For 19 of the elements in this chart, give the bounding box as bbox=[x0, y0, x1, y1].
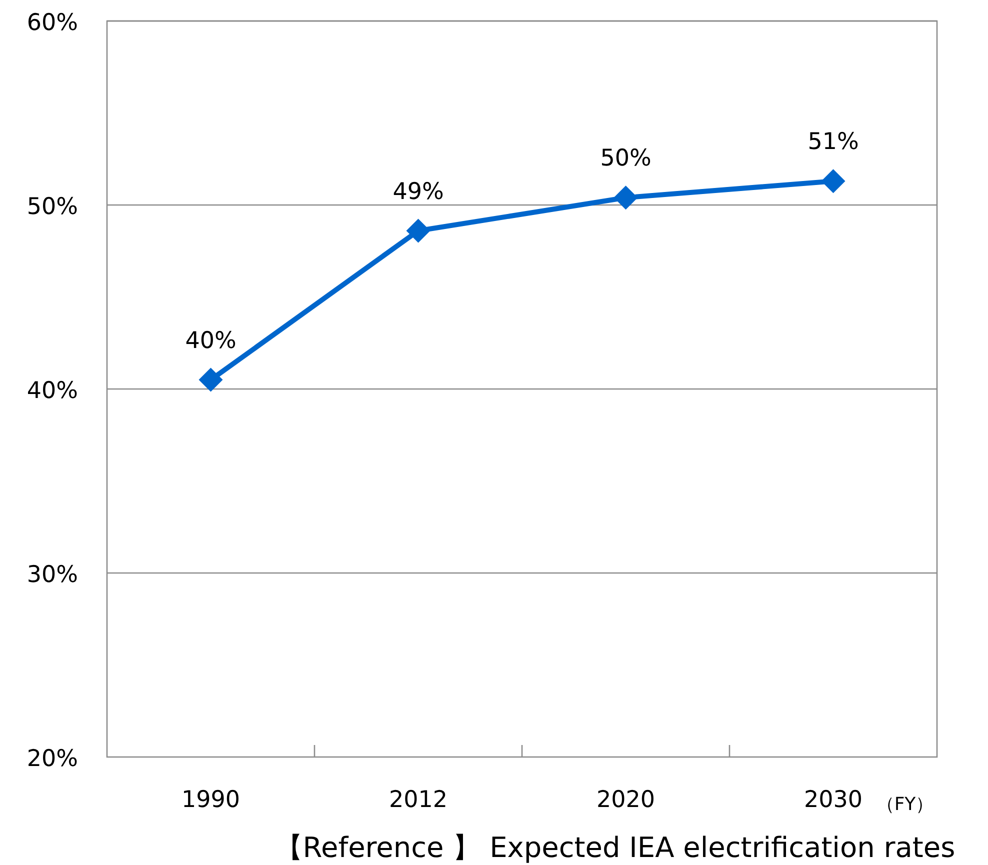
y-tick-label: 20% bbox=[26, 746, 78, 772]
data-label: 40% bbox=[185, 328, 236, 354]
point bbox=[821, 169, 846, 194]
point bbox=[614, 186, 638, 210]
data-label: 51% bbox=[808, 129, 859, 156]
x-tick-label: 2030 bbox=[804, 787, 863, 813]
text: （FY） bbox=[876, 794, 934, 815]
x-tick-label: 1990 bbox=[181, 787, 240, 813]
x-tick-label: 2012 bbox=[388, 787, 448, 813]
y-tick-label: 40% bbox=[26, 378, 78, 404]
data-label: 49% bbox=[392, 178, 444, 205]
text: 【Reference 】 Expected IEA electrification rates bbox=[274, 831, 956, 864]
data-label: 50% bbox=[600, 146, 652, 172]
point bbox=[198, 368, 223, 392]
y-tick-label: 30% bbox=[26, 562, 78, 588]
y-tick-label: 60% bbox=[26, 10, 78, 36]
point bbox=[406, 218, 430, 243]
x-tick-label: 2020 bbox=[596, 787, 656, 813]
y-tick-label: 50% bbox=[26, 194, 78, 220]
